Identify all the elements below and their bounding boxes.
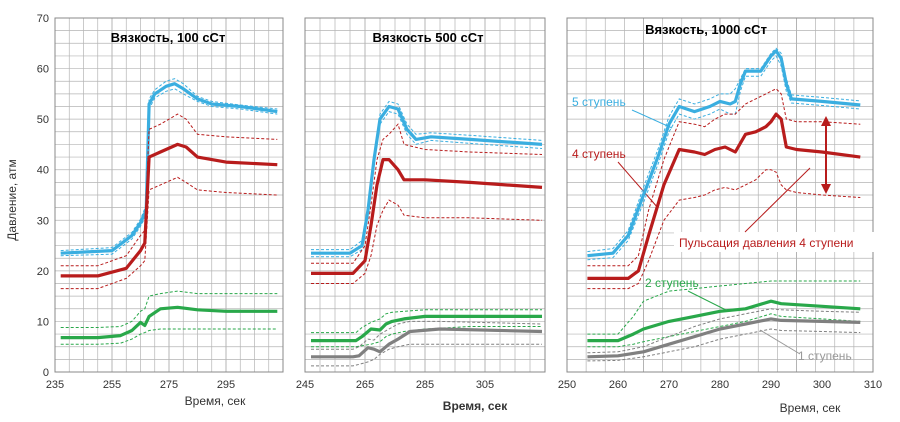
gridlines <box>304 17 546 373</box>
series-line-stage2-upper <box>311 309 542 334</box>
y-tick-label: 50 <box>37 114 49 126</box>
x-tick-label: 255 <box>103 379 121 391</box>
series-line-stage1-upper <box>587 308 861 354</box>
x-tick-labels: 245 265 285 305 <box>296 379 494 391</box>
x-tick-label: 265 <box>356 379 374 391</box>
y-tick-label: 70 <box>37 13 49 25</box>
x-tick-label: 280 <box>711 379 729 391</box>
series-group <box>60 78 278 345</box>
y-tick-label: 40 <box>37 165 49 177</box>
series-line-stage4-lower <box>587 169 861 290</box>
series-line-stage4 <box>587 112 861 280</box>
gridlines <box>54 17 284 373</box>
series-line-stage5 <box>60 82 278 255</box>
series-line-stage5-lower <box>311 111 543 258</box>
x-tick-labels: 250 260 270 280 290 300 310 <box>558 379 882 391</box>
y-axis-label: Давление, атм <box>5 159 19 240</box>
pulsation-arrow-head-up <box>821 116 831 126</box>
series-line-stage5-upper <box>587 47 861 253</box>
series-line-stage4-upper <box>60 113 278 267</box>
y-tick-label: 10 <box>37 316 49 328</box>
series-group <box>587 47 861 362</box>
annotation-stage1: 1 ступень <box>759 329 852 363</box>
series-line-stage2 <box>311 314 542 343</box>
plot-frame <box>566 17 874 373</box>
x-tick-label: 305 <box>476 379 494 391</box>
annotation-stage5-label: 5 ступень <box>572 95 626 109</box>
series-line-stage4 <box>60 142 278 278</box>
series-line-stage5-upper <box>60 78 278 252</box>
x-axis-label: Время, сек <box>780 401 841 415</box>
plot-frame <box>54 17 284 373</box>
annotation-pulsation-bg <box>674 232 880 252</box>
series-line-stage5 <box>587 49 861 258</box>
annotation-pulsation: Пульсация давления 4 ступени <box>674 116 880 252</box>
x-tick-label: 270 <box>660 379 678 391</box>
x-tick-label: 275 <box>160 379 178 391</box>
x-tick-label: 260 <box>609 379 627 391</box>
series-line-stage2 <box>587 299 861 343</box>
annotation-stage5-leader <box>631 109 673 129</box>
series-line-stage4-upper <box>587 88 861 267</box>
annotation-stage4: 4 ступень <box>572 147 659 209</box>
series-line-stage1-upper <box>311 320 543 350</box>
series-line-stage2-upper <box>587 280 861 335</box>
series-line-stage4 <box>311 158 543 275</box>
y-tick-label: 30 <box>37 215 49 227</box>
series-line-stage4-upper <box>311 123 543 264</box>
panel-title: Вязкость, 100 сСт <box>111 30 226 45</box>
x-tick-label: 235 <box>46 379 64 391</box>
annotation-stage1-label: 1 ступень <box>798 349 852 363</box>
annotation-stage4-label: 4 ступень <box>572 147 626 161</box>
y-tick-labels: 0 10 20 30 40 50 60 70 <box>37 13 49 379</box>
series-line-stage2-upper <box>60 290 278 328</box>
panel-title: Вязкость, 1000 сСт <box>645 22 767 37</box>
y-tick-label: 20 <box>37 266 49 278</box>
annotation-stage2: 2 ступень <box>645 276 727 311</box>
x-tick-label: 300 <box>813 379 831 391</box>
x-tick-label: 285 <box>416 379 434 391</box>
series-line-stage5 <box>311 104 543 255</box>
annotation-stage5: 5 ступень <box>572 95 673 129</box>
annotation-pulsation-label: Пульсация давления 4 ступени <box>679 236 853 250</box>
y-tick-label: 60 <box>37 64 49 76</box>
series-line-stage2-lower <box>60 328 278 345</box>
annotation-stage2-leader <box>687 290 727 311</box>
annotation-pulsation-leader <box>744 167 811 233</box>
panel-title: Вязкость 500 сСт <box>372 30 483 45</box>
series-line-stage4-lower <box>311 199 543 284</box>
chart-panel-500cst: Вязкость 500 сСт Время, сек 245 265 285 305 <box>296 17 546 413</box>
series-line-stage1-lower <box>311 343 542 367</box>
x-axis-label: Время, сек <box>185 394 246 408</box>
gridlines <box>566 17 874 373</box>
series-line-stage1 <box>311 327 543 359</box>
annotation-stage1-leader <box>759 329 801 355</box>
x-tick-label: 290 <box>762 379 780 391</box>
x-tick-label: 250 <box>558 379 576 391</box>
chart-panel-100cst: Вязкость, 100 сСт Время, сек 235 255 275 29… <box>37 13 284 408</box>
x-tick-labels: 235 255 275 295 <box>46 379 235 391</box>
x-axis-label: Время, сек <box>443 399 508 413</box>
series-line-stage2-lower <box>587 313 861 348</box>
x-tick-label: 310 <box>864 379 882 391</box>
series-group <box>311 100 543 367</box>
series-line-stage2 <box>60 305 278 340</box>
chart-panel-1000cst: Вязкость, 1000 сСт Время, сек 5 ступень … <box>558 17 882 415</box>
pulsation-arrow-head-down <box>821 184 831 194</box>
annotation-stage2-label: 2 ступень <box>645 276 699 290</box>
series-line-stage1 <box>587 317 861 359</box>
x-tick-label: 245 <box>296 379 314 391</box>
series-line-stage1-lower <box>587 328 861 362</box>
x-tick-label: 295 <box>217 379 235 391</box>
y-tick-label: 0 <box>43 367 49 379</box>
plot-frame <box>304 17 546 373</box>
series-line-stage5-upper <box>311 100 543 251</box>
series-line-stage4-lower <box>60 176 278 290</box>
